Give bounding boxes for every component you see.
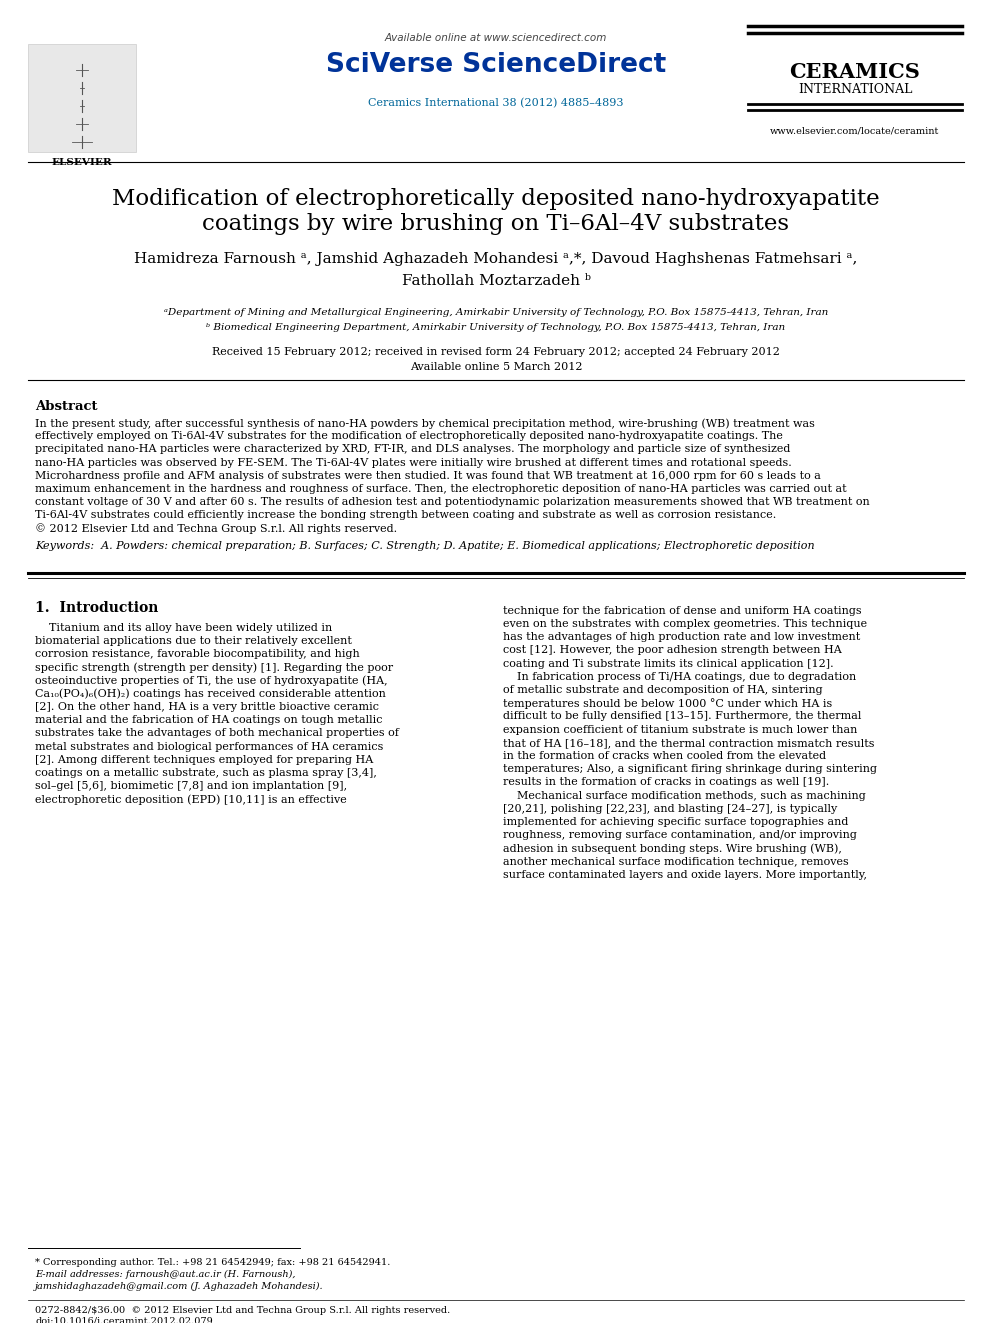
Text: coatings by wire brushing on Ti–6Al–4V substrates: coatings by wire brushing on Ti–6Al–4V s…	[202, 213, 790, 235]
Text: corrosion resistance, favorable biocompatibility, and high: corrosion resistance, favorable biocompa…	[35, 650, 360, 659]
Text: Keywords:  A. Powders: chemical preparation; B. Surfaces; C. Strength; D. Apatit: Keywords: A. Powders: chemical preparati…	[35, 541, 814, 550]
Text: temperatures should be below 1000 °C under which HA is: temperatures should be below 1000 °C und…	[503, 699, 832, 709]
Text: biomaterial applications due to their relatively excellent: biomaterial applications due to their re…	[35, 636, 352, 646]
Text: [2]. Among different techniques employed for preparing HA: [2]. Among different techniques employed…	[35, 755, 373, 765]
Text: temperatures; Also, a significant firing shrinkage during sintering: temperatures; Also, a significant firing…	[503, 765, 877, 774]
Text: precipitated nano-HA particles were characterized by XRD, FT-IR, and DLS analyse: precipitated nano-HA particles were char…	[35, 445, 791, 454]
Text: has the advantages of high production rate and low investment: has the advantages of high production ra…	[503, 632, 860, 642]
Text: surface contaminated layers and oxide layers. More importantly,: surface contaminated layers and oxide la…	[503, 869, 867, 880]
Text: specific strength (strength per density) [1]. Regarding the poor: specific strength (strength per density)…	[35, 663, 393, 673]
Text: even on the substrates with complex geometries. This technique: even on the substrates with complex geom…	[503, 619, 867, 628]
Text: coating and Ti substrate limits its clinical application [12].: coating and Ti substrate limits its clin…	[503, 659, 833, 668]
Text: maximum enhancement in the hardness and roughness of surface. Then, the electrop: maximum enhancement in the hardness and …	[35, 484, 846, 493]
Text: metal substrates and biological performances of HA ceramics: metal substrates and biological performa…	[35, 742, 383, 751]
Text: Hamidreza Farnoush ᵃ, Jamshid Aghazadeh Mohandesi ᵃ,*, Davoud Haghshenas Fatmehs: Hamidreza Farnoush ᵃ, Jamshid Aghazadeh …	[134, 251, 858, 266]
Text: nano-HA particles was observed by FE-SEM. The Ti-6Al-4V plates were initially wi: nano-HA particles was observed by FE-SEM…	[35, 458, 792, 467]
Text: * Corresponding author. Tel.: +98 21 64542949; fax: +98 21 64542941.: * Corresponding author. Tel.: +98 21 645…	[35, 1258, 391, 1267]
Text: implemented for achieving specific surface topographies and: implemented for achieving specific surfa…	[503, 818, 848, 827]
Text: Available online 5 March 2012: Available online 5 March 2012	[410, 363, 582, 372]
Text: in the formation of cracks when cooled from the elevated: in the formation of cracks when cooled f…	[503, 751, 826, 761]
Text: © 2012 Elsevier Ltd and Techna Group S.r.l. All rights reserved.: © 2012 Elsevier Ltd and Techna Group S.r…	[35, 524, 397, 534]
Text: osteoinductive properties of Ti, the use of hydroxyapatite (HA,: osteoinductive properties of Ti, the use…	[35, 676, 388, 687]
Text: [2]. On the other hand, HA is a very brittle bioactive ceramic: [2]. On the other hand, HA is a very bri…	[35, 703, 379, 712]
Text: effectively employed on Ti-6Al-4V substrates for the modification of electrophor: effectively employed on Ti-6Al-4V substr…	[35, 431, 783, 441]
Text: Modification of electrophoretically deposited nano-hydroxyapatite: Modification of electrophoretically depo…	[112, 188, 880, 210]
Text: of metallic substrate and decomposition of HA, sintering: of metallic substrate and decomposition …	[503, 685, 822, 695]
Text: doi:10.1016/j.ceramint.2012.02.079: doi:10.1016/j.ceramint.2012.02.079	[35, 1316, 212, 1323]
Text: INTERNATIONAL: INTERNATIONAL	[798, 83, 913, 97]
Text: E-mail addresses: farnoush@aut.ac.ir (H. Farnoush),: E-mail addresses: farnoush@aut.ac.ir (H.…	[35, 1270, 296, 1279]
Text: difficult to be fully densified [13–15]. Furthermore, the thermal: difficult to be fully densified [13–15].…	[503, 712, 861, 721]
Text: [20,21], polishing [22,23], and blasting [24–27], is typically: [20,21], polishing [22,23], and blasting…	[503, 804, 837, 814]
Text: Ceramics International 38 (2012) 4885–4893: Ceramics International 38 (2012) 4885–48…	[368, 98, 624, 108]
Text: sol–gel [5,6], biomimetic [7,8] and ion implantation [9],: sol–gel [5,6], biomimetic [7,8] and ion …	[35, 781, 347, 791]
Text: expansion coefficient of titanium substrate is much lower than: expansion coefficient of titanium substr…	[503, 725, 857, 734]
Text: another mechanical surface modification technique, removes: another mechanical surface modification …	[503, 856, 849, 867]
Text: ᵃDepartment of Mining and Metallurgical Engineering, Amirkabir University of Tec: ᵃDepartment of Mining and Metallurgical …	[164, 308, 828, 318]
Text: coatings on a metallic substrate, such as plasma spray [3,4],: coatings on a metallic substrate, such a…	[35, 767, 377, 778]
Text: constant voltage of 30 V and after 60 s. The results of adhesion test and potent: constant voltage of 30 V and after 60 s.…	[35, 497, 870, 507]
Text: substrates take the advantages of both mechanical properties of: substrates take the advantages of both m…	[35, 729, 399, 738]
Text: results in the formation of cracks in coatings as well [19].: results in the formation of cracks in co…	[503, 778, 829, 787]
Text: SciVerse ScienceDirect: SciVerse ScienceDirect	[326, 52, 666, 78]
Text: ELSEVIER: ELSEVIER	[52, 157, 112, 167]
Text: ᵇ Biomedical Engineering Department, Amirkabir University of Technology, P.O. Bo: ᵇ Biomedical Engineering Department, Ami…	[206, 323, 786, 332]
Text: CERAMICS: CERAMICS	[790, 62, 921, 82]
Text: Abstract: Abstract	[35, 400, 97, 413]
Text: cost [12]. However, the poor adhesion strength between HA: cost [12]. However, the poor adhesion st…	[503, 646, 842, 655]
Text: electrophoretic deposition (EPD) [10,11] is an effective: electrophoretic deposition (EPD) [10,11]…	[35, 794, 347, 804]
Text: material and the fabrication of HA coatings on tough metallic: material and the fabrication of HA coati…	[35, 716, 383, 725]
Text: Mechanical surface modification methods, such as machining: Mechanical surface modification methods,…	[503, 791, 866, 800]
Text: In fabrication process of Ti/HA coatings, due to degradation: In fabrication process of Ti/HA coatings…	[503, 672, 856, 681]
Text: Titanium and its alloy have been widely utilized in: Titanium and its alloy have been widely …	[35, 623, 332, 632]
Text: 1.  Introduction: 1. Introduction	[35, 601, 159, 615]
Text: 0272-8842/$36.00  © 2012 Elsevier Ltd and Techna Group S.r.l. All rights reserve: 0272-8842/$36.00 © 2012 Elsevier Ltd and…	[35, 1306, 450, 1315]
Text: In the present study, after successful synthesis of nano-HA powders by chemical : In the present study, after successful s…	[35, 418, 814, 429]
Text: Ti-6Al-4V substrates could efficiently increase the bonding strength between coa: Ti-6Al-4V substrates could efficiently i…	[35, 511, 777, 520]
Text: Ca₁₀(PO₄)₆(OH)₂) coatings has received considerable attention: Ca₁₀(PO₄)₆(OH)₂) coatings has received c…	[35, 689, 386, 700]
Bar	[28, 44, 136, 152]
Text: Available online at www.sciencedirect.com: Available online at www.sciencedirect.co…	[385, 33, 607, 44]
Text: Fathollah Moztarzadeh ᵇ: Fathollah Moztarzadeh ᵇ	[402, 274, 590, 288]
Text: jamshidaghazadeh@gmail.com (J. Aghazadeh Mohandesi).: jamshidaghazadeh@gmail.com (J. Aghazadeh…	[35, 1282, 323, 1291]
Text: technique for the fabrication of dense and uniform HA coatings: technique for the fabrication of dense a…	[503, 606, 862, 615]
Text: Microhardness profile and AFM analysis of substrates were then studied. It was f: Microhardness profile and AFM analysis o…	[35, 471, 820, 480]
Text: www.elsevier.com/locate/ceramint: www.elsevier.com/locate/ceramint	[771, 126, 939, 135]
Text: Received 15 February 2012; received in revised form 24 February 2012; accepted 2: Received 15 February 2012; received in r…	[212, 347, 780, 357]
Text: that of HA [16–18], and the thermal contraction mismatch results: that of HA [16–18], and the thermal cont…	[503, 738, 875, 747]
Text: adhesion in subsequent bonding steps. Wire brushing (WB),: adhesion in subsequent bonding steps. Wi…	[503, 843, 842, 853]
Text: roughness, removing surface contamination, and/or improving: roughness, removing surface contaminatio…	[503, 831, 857, 840]
